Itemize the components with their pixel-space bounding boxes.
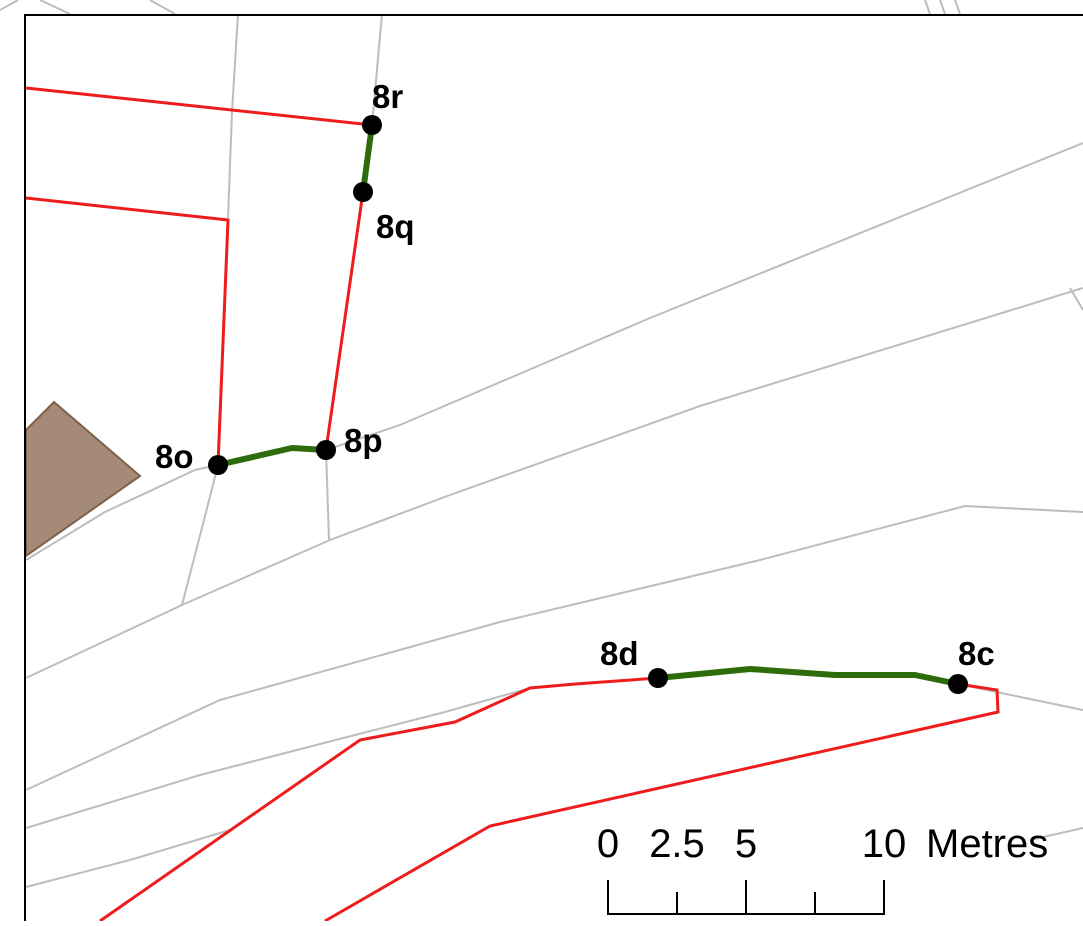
boundary-lines (25, 86, 1000, 923)
scale-unit: Metres (926, 822, 1048, 866)
parcel-line (25, 287, 1083, 679)
label-8d: 8d (600, 635, 639, 672)
boundary-line (99, 676, 659, 923)
parcel-line (1029, 827, 1083, 841)
parcel-line (1069, 287, 1083, 311)
point-8c[interactable] (948, 674, 968, 694)
parcel-line (371, 13, 383, 126)
label-8p: 8p (344, 422, 383, 459)
point-labels: 8r 8q 8o 8p 8d 8c (155, 78, 995, 672)
label-8o: 8o (155, 438, 194, 475)
scale-label-2-5: 2.5 (649, 822, 705, 866)
label-8q: 8q (376, 208, 415, 245)
scale-label-10: 10 (862, 822, 907, 866)
parcel-line (0, 0, 19, 11)
parcel-line (25, 829, 231, 888)
scale-bar: 0 2.5 5 10 Metres (597, 822, 1048, 915)
segment-8r-8q[interactable] (360, 124, 375, 193)
boundary-line (25, 86, 373, 127)
boundary-line (324, 191, 365, 451)
point-8q[interactable] (353, 182, 373, 202)
parcel-line (25, 464, 219, 561)
boundary-line (25, 196, 230, 466)
label-8c: 8c (958, 635, 995, 672)
label-8r: 8r (372, 78, 403, 115)
boundary-line (324, 682, 1000, 923)
point-8d[interactable] (648, 668, 668, 688)
parcel-line (25, 504, 1083, 791)
parcel-line (924, 0, 961, 15)
point-8r[interactable] (362, 115, 382, 135)
parcel-line (227, 13, 239, 219)
parcel-line (39, 0, 71, 15)
point-8o[interactable] (208, 455, 228, 475)
parcel-line (181, 464, 219, 606)
parcel-line (325, 142, 1083, 451)
scale-label-0: 0 (597, 822, 619, 866)
scale-label-5: 5 (735, 822, 757, 866)
segment-8d-8c[interactable] (657, 666, 959, 687)
segment-8o-8p[interactable] (217, 445, 327, 468)
survey-points (208, 115, 968, 694)
parcel-lines (0, 0, 1083, 888)
segment-lines (217, 124, 959, 687)
scale-bar-ticks (607, 880, 885, 915)
point-8p[interactable] (316, 440, 336, 460)
map-frame-border (24, 14, 1083, 926)
parcel-line (325, 449, 330, 541)
parcel-line (149, 0, 176, 15)
